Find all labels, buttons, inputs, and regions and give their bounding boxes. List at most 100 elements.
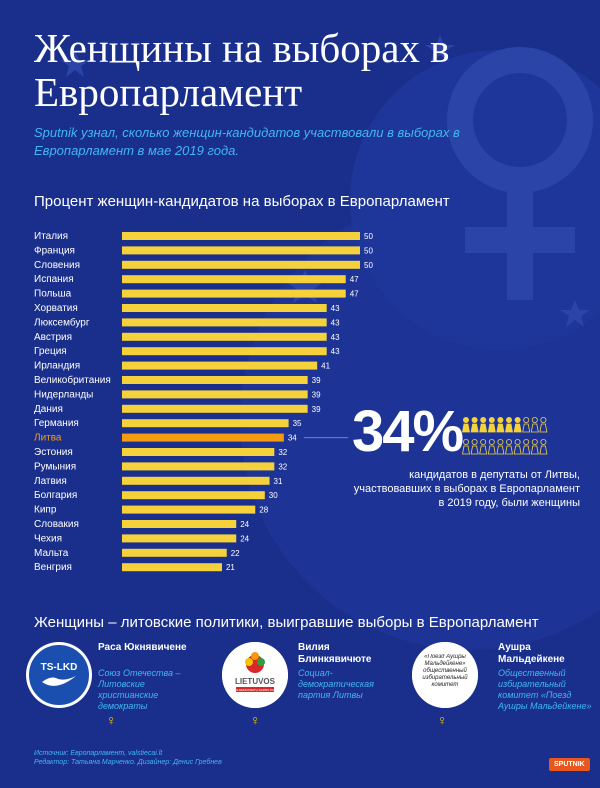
page-title: Женщины на выборах в Европарламент — [34, 25, 450, 115]
bar — [122, 462, 275, 471]
value-label: 32 — [278, 462, 287, 471]
female-symbol-icon — [447, 47, 593, 300]
bar — [122, 404, 308, 413]
category-label: Люксембург — [34, 316, 90, 328]
value-label: 31 — [274, 477, 283, 486]
category-label: Австрия — [34, 332, 72, 343]
lsdp-logo-sub: SOCIALDEMOKRATŲ DARBO PARTIJA — [228, 688, 282, 692]
bar — [122, 534, 237, 543]
bar — [122, 361, 318, 370]
female-icon: ♀ — [250, 712, 261, 728]
winners-section-title: Женщины – литовские политики, выигравшие… — [34, 614, 539, 631]
lsdp-logo-text: LIETUVOS — [235, 677, 276, 686]
bar — [122, 260, 360, 269]
category-label: Венгрия — [34, 562, 72, 573]
value-label: 34 — [288, 434, 297, 443]
value-label: 41 — [321, 362, 330, 371]
bar-chart: Италия 50 Франция 50 Словения 50 Испания 47 Поль… — [34, 231, 373, 573]
person-icon — [479, 417, 488, 433]
person-icon — [487, 438, 496, 455]
category-label: Испания — [34, 274, 74, 285]
value-label: 28 — [259, 506, 268, 515]
category-label: Италия — [34, 231, 68, 242]
category-label: Кипр — [34, 505, 57, 516]
bar — [122, 548, 227, 557]
bar — [122, 289, 346, 298]
person-icon — [539, 417, 548, 433]
bar — [122, 275, 346, 284]
value-label: 43 — [331, 333, 340, 342]
lead-text: Sputnik узнал, сколько женщин-кандидатов… — [34, 125, 460, 158]
person-icon — [462, 417, 470, 433]
ts-lkd-logo-text: TS-LKD — [41, 662, 78, 673]
ts-lkd-logo: TS-LKD — [26, 642, 92, 708]
category-label: Чехия — [34, 533, 62, 544]
chart-title: Процент женщин-кандидатов на выборах в Е… — [34, 193, 450, 210]
bar — [122, 491, 265, 500]
value-label: 22 — [231, 549, 240, 558]
category-label: Мальта — [34, 548, 69, 559]
source-text: Источник: Европарламент, valstiecai.lt — [34, 750, 163, 757]
bar — [122, 505, 256, 514]
lsdp-logo: LIETUVOS SOCIALDEMOKRATŲ DARBO PARTIJA — [222, 642, 288, 708]
bar — [122, 520, 237, 528]
value-label: 39 — [312, 390, 321, 399]
category-label: Великобритания — [34, 374, 111, 386]
female-icon: ♀ — [437, 712, 448, 728]
bar — [122, 563, 222, 572]
value-label: 47 — [350, 275, 359, 284]
candidate-name: Вилия Блинкявичюте — [298, 642, 372, 665]
value-label: 35 — [293, 419, 302, 428]
candidate-name: Раса Юкнявичене — [98, 642, 187, 653]
category-label: Греция — [34, 346, 67, 357]
source-credits: Источник: Европарламент, valstiecai.lt Р… — [34, 749, 222, 767]
category-label: Франция — [34, 245, 75, 256]
sputnik-logo: SPUTNIK — [549, 758, 590, 771]
person-icon — [479, 438, 488, 455]
swallow-icon — [42, 676, 76, 686]
bar — [122, 419, 289, 428]
person-icon — [530, 417, 539, 433]
bar — [122, 332, 327, 341]
value-label: 21 — [226, 563, 235, 572]
category-label: Румыния — [34, 461, 76, 472]
candidate-party: Союз Отечества – Литовские христианские … — [98, 668, 181, 711]
category-label: Польша — [34, 289, 72, 300]
category-label: Латвия — [34, 476, 67, 487]
lithuania-note: кандидатов в депутаты от Литвы, участвов… — [353, 469, 580, 509]
candidate-party: Социал-демократическая партия Литвы — [298, 668, 374, 700]
female-icon: ♀ — [106, 712, 117, 728]
candidate-party: Общественный избирательный комитет «Поез… — [498, 668, 592, 711]
bar — [122, 433, 284, 442]
person-icon — [505, 438, 513, 455]
value-label: 43 — [331, 304, 340, 313]
category-label: Германия — [34, 418, 79, 429]
value-label: 39 — [312, 405, 321, 414]
bar — [122, 476, 270, 485]
category-label: Ирландия — [34, 361, 80, 372]
person-icon — [496, 438, 505, 455]
value-label: 47 — [350, 290, 359, 299]
value-label: 43 — [331, 347, 340, 356]
category-label: Дания — [34, 404, 63, 415]
category-label: Словения — [34, 260, 80, 271]
maldeikiene-logo-text: «Поезд Аушры Мальдейкене» общественный и… — [422, 654, 468, 688]
value-label: 50 — [364, 261, 373, 270]
maldeikiene-logo: «Поезд Аушры Мальдейкене» общественный и… — [412, 642, 478, 708]
value-label: 24 — [240, 534, 249, 543]
candidate-name: Аушра Мальдейкене — [498, 642, 565, 665]
value-label: 32 — [278, 448, 287, 457]
category-label: Хорватия — [34, 303, 78, 314]
bar — [122, 232, 360, 240]
person-icon — [522, 417, 531, 433]
person-icon — [470, 417, 479, 433]
person-icon — [513, 438, 522, 455]
bar — [122, 246, 360, 255]
value-label: 43 — [331, 318, 340, 327]
value-label: 50 — [364, 246, 373, 255]
person-icon — [530, 438, 539, 455]
category-label: Болгария — [34, 490, 77, 501]
bar — [122, 376, 308, 384]
category-label: Эстония — [34, 447, 73, 458]
